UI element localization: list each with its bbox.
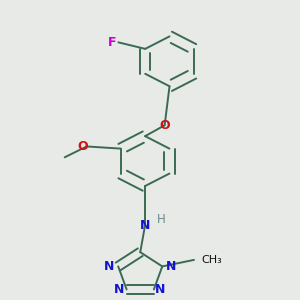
Text: N: N — [114, 283, 124, 296]
Text: N: N — [154, 283, 165, 296]
Text: H: H — [157, 213, 166, 226]
Text: CH₃: CH₃ — [201, 255, 222, 265]
Text: N: N — [104, 260, 115, 273]
Text: O: O — [78, 140, 88, 153]
Text: F: F — [108, 36, 116, 49]
Text: O: O — [159, 119, 170, 132]
Text: N: N — [166, 260, 176, 273]
Text: N: N — [140, 219, 150, 232]
